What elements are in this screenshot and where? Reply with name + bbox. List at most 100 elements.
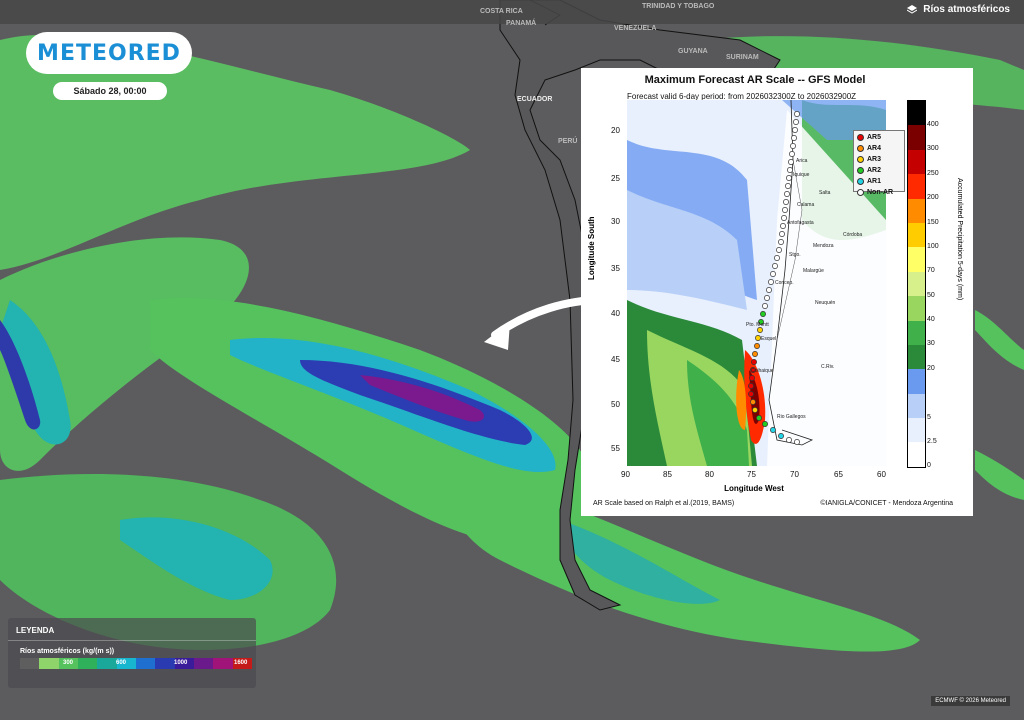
colorbar-tick: 5 [927,414,931,421]
city-label: Salta [819,190,831,196]
ar-legend: AR5 AR4 AR3 AR2 AR1 Non-AR [853,130,905,196]
geo-label: COSTA RICA [480,8,523,15]
legend-title: LEYENDA [16,626,55,635]
legend-divider [8,640,256,641]
city-label: Esquel [761,336,777,342]
non-ar-legend-dot [857,189,864,196]
legend-color-swatch [193,658,214,669]
y-tick: 55 [611,444,620,453]
city-label: Iquique [793,172,810,178]
date-label[interactable]: Sábado 28, 00:00 [53,82,167,100]
geo-label: ECUADOR [517,96,553,103]
colorbar-segment [908,174,925,199]
colorbar-segment [908,198,925,223]
x-tick: 90 [621,470,630,479]
geo-label: SURINAM [726,54,759,61]
x-tick: 70 [790,470,799,479]
legend-subtitle: Ríos atmosféricos (kg/(m s)) [20,648,115,655]
city-label: Antofagasta [787,220,814,226]
geo-label: VENEZUELA [614,25,657,32]
legend-color-swatch [155,658,175,669]
colorbar-segment [908,418,925,443]
geo-label: TRINIDAD Y TOBAGO [642,3,715,10]
legend-color-swatch [97,658,117,669]
colorbar-segment [908,369,925,394]
legend-color-swatch [232,658,252,669]
legend-color-swatch [77,658,98,669]
legend-value: 1000 [174,660,188,666]
colorbar [907,100,926,468]
city-label: C.Riv. [821,364,835,370]
precipitation-map [627,100,886,466]
ar5-legend-dot [857,134,864,141]
city-label: Rio Gallegos [777,414,806,420]
city-label: Córdoba [843,232,863,238]
ar3-legend-dot [857,156,864,163]
colorbar-segment [908,247,925,272]
colorbar-tick: 50 [927,292,935,299]
y-tick: 20 [611,126,620,135]
legend-color-swatch [174,658,194,669]
top-bar: Ríos atmosféricos [0,0,1024,24]
colorbar-tick: 300 [927,145,939,152]
colorbar-segment [908,344,925,370]
colorbar-segment [908,320,925,345]
x-axis-label: Longitude West [724,484,784,493]
y-tick: 25 [611,174,620,183]
x-tick: 65 [834,470,843,479]
colorbar-tick: 0 [927,462,931,469]
y-tick: 35 [611,264,620,273]
legend-value: 600 [116,660,127,666]
legend-color-swatch [213,658,233,669]
colorbar-tick: 100 [927,243,939,250]
y-tick: 50 [611,400,620,409]
layer-selector[interactable]: Ríos atmosféricos [907,4,1010,15]
x-tick: 60 [877,470,886,479]
legend-color-scale [20,658,252,669]
city-label: Arica [796,158,808,164]
city-label: Malargüe [803,268,824,274]
legend-color-swatch [116,658,136,669]
x-tick: 85 [663,470,672,479]
colorbar-tick: 150 [927,219,939,226]
colorbar-tick: 20 [927,365,935,372]
city-label: Coihaique [751,368,774,374]
colorbar-segment [908,296,925,321]
city-label: Calama [797,202,815,208]
ar2-legend-dot [857,167,864,174]
colorbar-segment [908,149,925,175]
credit-label: ECMWF © 2026 Meteored [931,696,1010,706]
y-tick: 45 [611,355,620,364]
meteored-logo[interactable]: METEORED [26,32,192,74]
colorbar-label: Accumulated Precipitation 5-days (mm) [956,178,963,301]
colorbar-tick: 250 [927,170,939,177]
city-label: Concep. [775,280,794,286]
city-label: Neuquén [815,300,836,306]
colorbar-tick: 40 [927,316,935,323]
legend-value: 300 [63,660,74,666]
legend-color-swatch [39,658,59,669]
legend-color-swatch [135,658,156,669]
x-tick: 75 [747,470,756,479]
colorbar-segment [908,101,925,126]
colorbar-tick: 70 [927,267,935,274]
city-label: Mendoza [813,243,834,249]
y-axis-label: Longitude South [587,216,596,280]
legend-color-swatch [20,658,40,669]
legend-value: 1600 [234,660,248,666]
forecast-inset[interactable]: Maximum Forecast AR Scale -- GFS Model F… [581,68,973,516]
layer-title: Ríos atmosféricos [923,4,1010,15]
y-tick: 30 [611,217,620,226]
map-legend[interactable]: LEYENDA Ríos atmosféricos (kg/(m s)) 300… [8,618,256,688]
geo-label: PANAMÁ [506,20,537,27]
layers-icon [907,4,918,14]
ar4-legend-dot [857,145,864,152]
colorbar-segment [908,393,925,419]
colorbar-segment [908,125,925,150]
colorbar-segment [908,271,925,297]
geo-label: GUYANA [678,48,708,55]
city-label: Stgo. [789,252,801,258]
ar1-legend-dot [857,178,864,185]
city-label: Pto. Montt [746,322,769,328]
geo-label: PERÚ [558,138,578,145]
